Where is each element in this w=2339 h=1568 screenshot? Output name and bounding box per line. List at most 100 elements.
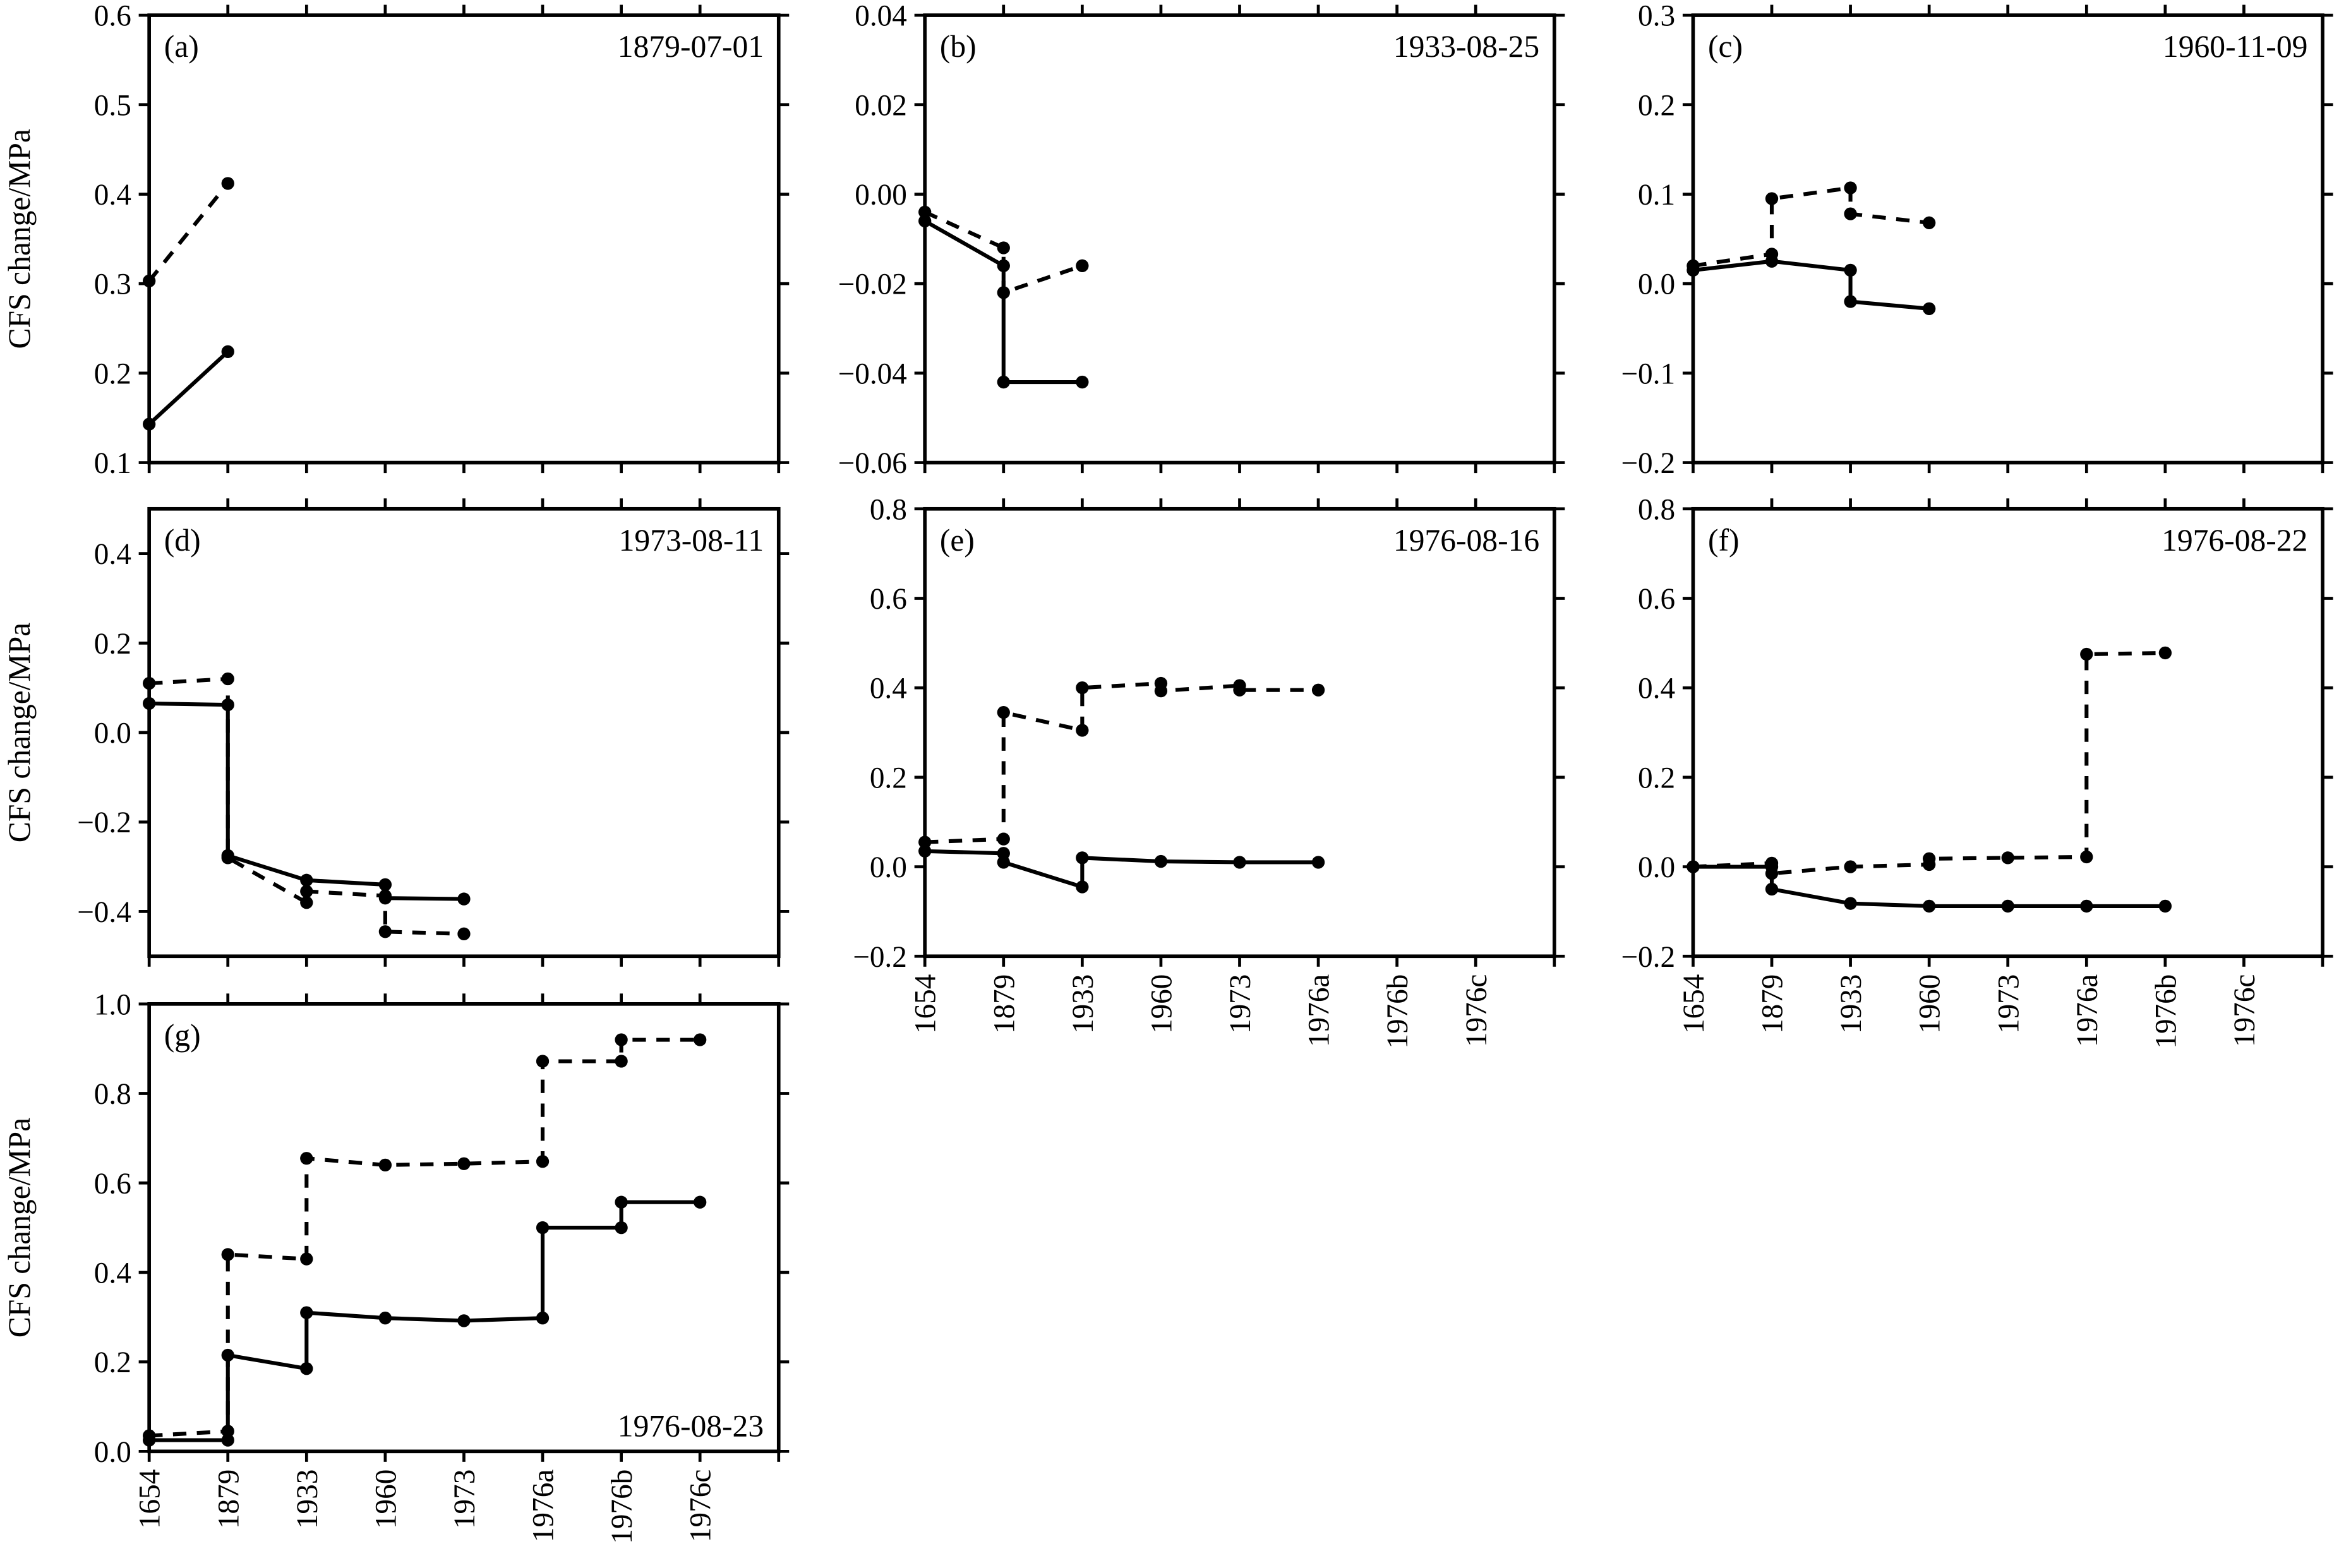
data-point (1233, 856, 1246, 869)
y-tick-label: 0.3 (1638, 0, 1675, 33)
data-point (457, 1314, 471, 1327)
x-tick-label: 1976a (2071, 974, 2104, 1047)
series-line-solid (925, 849, 1319, 890)
data-point (997, 286, 1010, 299)
x-tick-label: 1654 (134, 1469, 167, 1529)
y-tick-label: 0.4 (1638, 673, 1675, 705)
series-line-solid (149, 701, 464, 901)
y-tick-label: 0.5 (94, 89, 131, 122)
y-tick-label: −0.4 (77, 896, 131, 929)
data-point (1076, 375, 1089, 389)
data-point (1844, 181, 1857, 195)
data-point (1922, 852, 1936, 865)
data-point (221, 1433, 234, 1447)
series-solid (1687, 254, 1936, 316)
y-tick-label: 0.1 (1638, 179, 1675, 212)
y-tick-label: 0.0 (94, 1436, 131, 1469)
panel-label: (f) (1708, 523, 1740, 558)
panel-date: 1973-08-11 (619, 523, 764, 558)
panel-date: 1976-08-23 (618, 1409, 764, 1444)
x-tick-label: 1960 (1145, 974, 1178, 1034)
y-tick-label: 0.4 (94, 179, 131, 212)
panel-label: (b) (940, 29, 977, 64)
x-tick-label: 1879 (212, 1469, 245, 1529)
series-line-solid (149, 1200, 700, 1442)
series-line-dashed (925, 681, 1319, 844)
y-tick-label: 0.0 (1638, 268, 1675, 301)
x-tick-label: 1879 (1757, 974, 1789, 1034)
y-tick-label: 0.00 (855, 179, 907, 212)
panel-b: −0.06 −0.04 −0.02 0.00 0.02 0.04 (b) 1933-08-25 (838, 0, 1565, 480)
data-point (221, 177, 234, 190)
y-tick-label: −0.02 (838, 268, 907, 301)
y-tick-label: 0.2 (1638, 762, 1675, 794)
data-point (1844, 295, 1857, 308)
y-tick-label: 0.4 (870, 673, 907, 705)
x-tick-label: 1976a (527, 1469, 560, 1542)
data-point (300, 885, 313, 898)
data-point (2001, 851, 2014, 865)
data-point (615, 1221, 628, 1235)
series-line-dashed (148, 1038, 700, 1438)
y-tick-label: −0.2 (77, 806, 131, 839)
y-tick-label: 0.2 (870, 762, 907, 794)
data-point (1076, 724, 1089, 737)
panel-d: −0.4 −0.2 0.0 0.2 0.4 CFS change/MPa (d) 1973-0… (2, 498, 790, 967)
data-point (457, 1157, 471, 1170)
data-point (997, 847, 1010, 860)
plot-frame (1691, 506, 2324, 959)
data-point (221, 1248, 234, 1261)
x-tick-label: 1973 (448, 1469, 481, 1529)
x-tick-label: 1973 (1224, 974, 1257, 1034)
y-axis-label: CFS change/MPa (2, 129, 37, 349)
y-tick-label: 0.8 (870, 493, 907, 526)
x-tick-label: 1973 (1992, 974, 2025, 1034)
data-point (378, 889, 392, 902)
data-point (997, 375, 1010, 389)
data-point (1154, 854, 1168, 868)
series-dashed (143, 672, 471, 940)
y-axis-label: CFS change/MPa (2, 1118, 37, 1338)
data-point (1765, 248, 1779, 261)
data-point (2001, 899, 2014, 913)
data-point (378, 878, 392, 892)
plot-frame (147, 1002, 781, 1454)
series-line-dashed (148, 676, 464, 936)
y-tick-label: 0.2 (94, 357, 131, 390)
plot-frame (147, 13, 781, 465)
data-point (1844, 263, 1857, 277)
data-point (300, 1362, 313, 1375)
data-point (300, 1306, 313, 1319)
x-tick-label: 1976c (2228, 974, 2261, 1047)
panel-g: 0.0 0.2 0.4 0.6 0.8 1.0 1654 1879 1933 1960 1973 19… (2, 988, 790, 1544)
y-tick-label: 0.04 (855, 0, 907, 33)
y-tick-label: 0.8 (1638, 493, 1675, 526)
y-tick-label: 0.8 (94, 1078, 131, 1111)
panel-date: 1879-07-01 (618, 29, 764, 64)
data-point (457, 927, 471, 940)
y-tick-label: 0.6 (870, 583, 907, 616)
y-tick-label: 1.0 (94, 988, 131, 1021)
y-tick-label: 0.6 (94, 0, 131, 33)
y-tick-label: 0.02 (855, 89, 907, 122)
data-point (694, 1195, 707, 1209)
series-dashed (143, 1033, 707, 1442)
x-tick-label: 1933 (1067, 974, 1100, 1034)
data-point (457, 892, 471, 906)
panel-c: −0.2 −0.1 0.0 0.1 0.2 0.3 (c) 1960-11-09 (1621, 0, 2333, 480)
data-point (1154, 684, 1168, 698)
data-point (615, 1033, 628, 1046)
data-point (1311, 856, 1325, 869)
y-tick-label: 0.6 (94, 1168, 131, 1200)
data-point (1311, 683, 1325, 697)
x-tick-label: 1976a (1303, 974, 1336, 1047)
series-solid (918, 844, 1325, 894)
y-tick-label: 0.0 (1638, 851, 1675, 884)
data-point (536, 1055, 550, 1068)
panel-label: (a) (164, 29, 199, 64)
y-tick-label: −0.04 (838, 357, 907, 390)
x-tick-label: 1933 (1835, 974, 1868, 1034)
y-tick-label: −0.1 (1621, 357, 1675, 390)
data-point (378, 925, 392, 938)
y-tick-label: 0.2 (94, 628, 131, 661)
